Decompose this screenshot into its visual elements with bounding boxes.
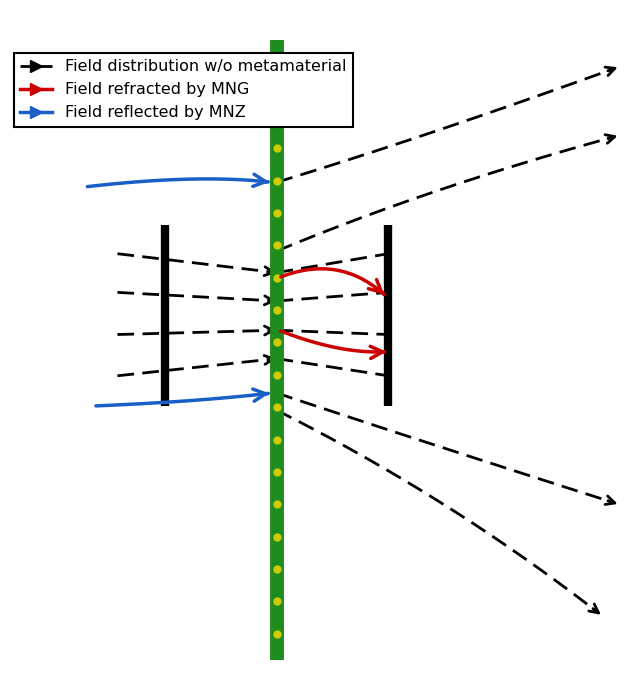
Legend: Field distribution w/o metamaterial, Field refracted by MNG, Field reflected by : Field distribution w/o metamaterial, Fie… xyxy=(13,52,353,127)
